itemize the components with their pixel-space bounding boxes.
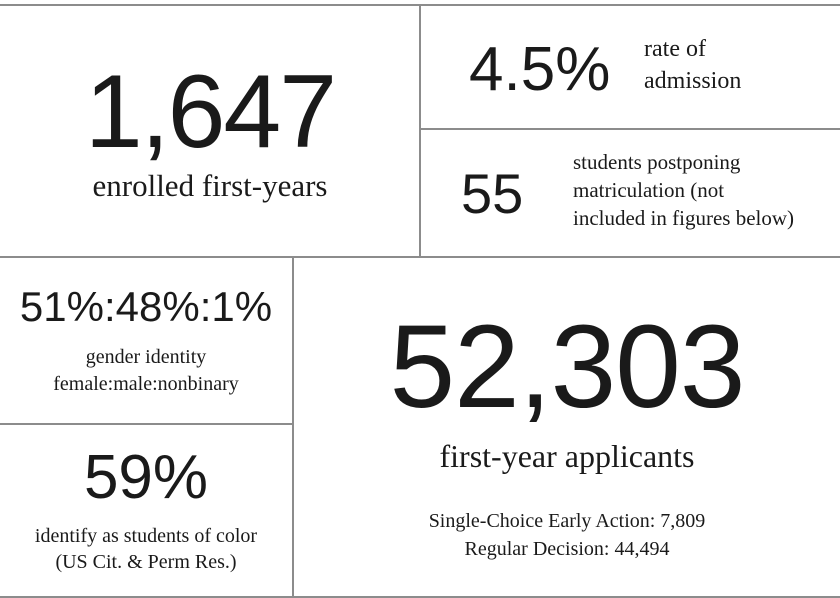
early-action-detail: Single-Choice Early Action: 7,809 bbox=[428, 510, 706, 532]
divider-horizontal-right-top bbox=[421, 128, 840, 130]
enrolled-panel: 1,647 enrolled first-years bbox=[0, 6, 420, 256]
students-of-color-label-line1: identify as students of color bbox=[34, 525, 258, 547]
enrolled-count: 1,647 bbox=[84, 54, 337, 170]
applicants-label: first-year applicants bbox=[439, 438, 695, 474]
regular-decision-detail: Regular Decision: 44,494 bbox=[464, 538, 670, 560]
divider-vertical-top bbox=[419, 4, 421, 258]
gender-label-line2: female:male:nonbinary bbox=[53, 373, 239, 395]
postponing-label-line2: matriculation (not bbox=[573, 178, 725, 202]
postponing-count: 55 bbox=[461, 162, 524, 225]
gender-ratio: 51%:48%:1% bbox=[19, 283, 273, 330]
admission-label-line1: rate of bbox=[644, 36, 706, 62]
postponing-label-line3: included in figures below) bbox=[573, 206, 795, 230]
admission-rate: 4.5% bbox=[469, 35, 611, 104]
enrolled-label: enrolled first-years bbox=[92, 168, 328, 203]
students-of-color-panel: 59% identify as students of color (US Ci… bbox=[0, 425, 292, 598]
divider-horizontal-left-bottom bbox=[0, 423, 292, 425]
gender-panel: 51%:48%:1% gender identity female:male:n… bbox=[0, 258, 292, 424]
postponing-panel: 55 students postponing matriculation (no… bbox=[421, 130, 840, 256]
students-of-color-label-line2: (US Cit. & Perm Res.) bbox=[55, 551, 237, 573]
gender-label-line1: gender identity bbox=[85, 346, 207, 368]
postponing-label-line1: students postponing bbox=[573, 150, 741, 174]
applicants-panel: 52,303 first-year applicants Single-Choi… bbox=[294, 258, 840, 598]
admission-label-line2: admission bbox=[644, 68, 742, 94]
applicants-count: 52,303 bbox=[389, 301, 746, 433]
bottom-border bbox=[0, 596, 840, 598]
admission-panel: 4.5% rate of admission bbox=[421, 6, 840, 129]
divider-vertical-bottom bbox=[292, 258, 294, 598]
students-of-color-percent: 59% bbox=[83, 443, 209, 512]
divider-horizontal-middle bbox=[0, 256, 840, 258]
